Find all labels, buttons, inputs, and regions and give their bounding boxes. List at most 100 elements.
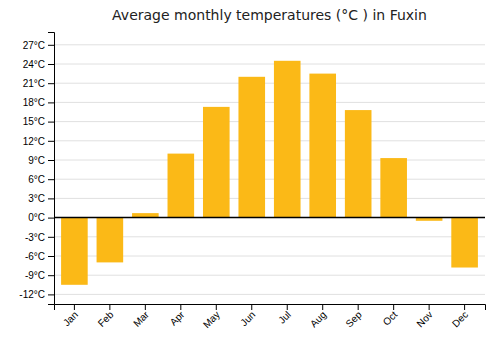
grid-line	[54, 44, 485, 45]
y-tick-mark	[48, 83, 54, 84]
y-axis: -12°C -9°C -6°C -3°C 0°C 3°C 6°C 9°C 12°C 15°C 18°…	[19, 33, 54, 305]
bar	[168, 154, 195, 218]
y-tick: -6°C	[25, 251, 54, 262]
y-tick-mark	[48, 198, 54, 199]
x-tick: Dec	[450, 304, 470, 329]
x-tick-mark	[287, 304, 288, 310]
x-tick-label: Jul	[276, 309, 293, 326]
grid-line	[54, 179, 485, 180]
grid-line	[54, 83, 485, 84]
y-tick-label: 9°C	[28, 155, 45, 166]
y-tick-label: 27°C	[23, 40, 45, 51]
bar	[451, 218, 478, 268]
x-tick: Nov	[414, 304, 434, 329]
grid	[54, 45, 485, 295]
x-tick: Feb	[96, 304, 116, 329]
x-tick-label: Mar	[131, 308, 151, 328]
y-tick-label: 21°C	[23, 78, 45, 89]
bars	[54, 61, 485, 285]
bar	[61, 218, 88, 285]
x-tick: Sep	[343, 304, 364, 329]
y-tick-mark	[48, 64, 54, 65]
x-axis: Jan Feb Mar Apr May Jun Jul Aug Sep Oct Nov Dec	[55, 304, 486, 330]
bar	[203, 107, 230, 218]
y-tick-label: 0°C	[28, 212, 45, 223]
x-tick-label: Nov	[414, 309, 434, 329]
y-tick: 24°C	[23, 59, 54, 70]
x-tick-label: Dec	[450, 309, 470, 329]
y-tick: 27°C	[23, 40, 54, 51]
y-axis-line	[48, 33, 55, 305]
y-tick-mark	[48, 218, 54, 219]
y-tick-mark	[48, 102, 54, 103]
bar	[274, 61, 301, 218]
y-tick: -12°C	[19, 289, 54, 300]
x-tick-label: Jun	[238, 309, 257, 328]
bar	[97, 218, 124, 263]
x-tick-label: Feb	[96, 309, 116, 329]
x-tick: Aug	[308, 304, 328, 329]
plot: -12°C -9°C -6°C -3°C 0°C 3°C 6°C 9°C 12°C 15°C 18°…	[19, 33, 485, 331]
y-tick-label: 24°C	[23, 59, 45, 70]
x-tick-mark	[251, 304, 252, 310]
x-tick-mark	[464, 304, 465, 310]
x-tick: Jun	[238, 304, 257, 328]
y-tick-label: -12°C	[19, 289, 45, 300]
x-tick-label: Oct	[381, 309, 400, 328]
x-tick-mark	[109, 304, 110, 310]
y-tick-mark	[48, 294, 54, 295]
y-tick-mark	[48, 45, 54, 46]
grid-line	[54, 198, 485, 199]
title: Average monthly temperatures (°C ) in Fu…	[112, 7, 427, 23]
x-tick: May	[201, 304, 222, 330]
y-tick-label: 12°C	[23, 136, 45, 147]
grid-line	[54, 217, 485, 218]
y-tick-mark	[48, 122, 54, 123]
grid-line	[54, 64, 485, 65]
x-tick: Apr	[168, 304, 187, 328]
y-tick-mark	[48, 160, 54, 161]
y-tick: 6°C	[28, 174, 54, 185]
x-tick-mark	[322, 304, 323, 310]
chart: Average monthly temperatures (°C ) in Fu…	[0, 0, 500, 350]
grid-line	[54, 160, 485, 161]
bar	[238, 77, 265, 218]
x-tick-label: Sep	[343, 309, 364, 330]
y-tick: 12°C	[23, 136, 54, 147]
grid-line	[54, 121, 485, 122]
x-tick-label: Jan	[61, 309, 80, 328]
y-tick-mark	[48, 256, 54, 257]
bar	[345, 110, 372, 218]
y-tick: -3°C	[25, 232, 54, 243]
grid-line	[54, 140, 485, 141]
y-tick-mark	[48, 275, 54, 276]
y-tick: 18°C	[23, 97, 54, 108]
zero-line	[54, 217, 485, 219]
x-tick-label: Apr	[168, 308, 187, 327]
y-tick-label: -6°C	[25, 251, 45, 262]
y-tick: 21°C	[23, 78, 54, 89]
y-tick-label: 15°C	[23, 116, 45, 127]
x-tick-mark	[429, 304, 430, 310]
y-tick: 9°C	[28, 155, 54, 166]
x-tick-mark	[180, 304, 181, 310]
y-tick-label: -3°C	[25, 232, 45, 243]
x-tick-label: May	[201, 309, 222, 330]
grid-line	[54, 294, 485, 295]
x-tick-mark	[74, 304, 75, 310]
x-tick-mark	[145, 304, 146, 310]
x-tick: Jan	[61, 304, 80, 328]
x-tick-mark	[358, 304, 359, 310]
x-tick-mark	[216, 304, 217, 310]
grid-line	[54, 102, 485, 103]
y-tick-label: 3°C	[28, 193, 45, 204]
bar	[380, 158, 407, 218]
y-tick-label: 6°C	[28, 174, 45, 185]
bar	[309, 74, 336, 218]
y-tick-mark	[48, 179, 54, 180]
y-tick-label: -9°C	[25, 270, 45, 281]
x-tick: Jul	[276, 304, 293, 326]
x-tick: Oct	[381, 304, 400, 328]
x-axis-line	[55, 305, 486, 311]
x-tick: Mar	[131, 304, 151, 329]
